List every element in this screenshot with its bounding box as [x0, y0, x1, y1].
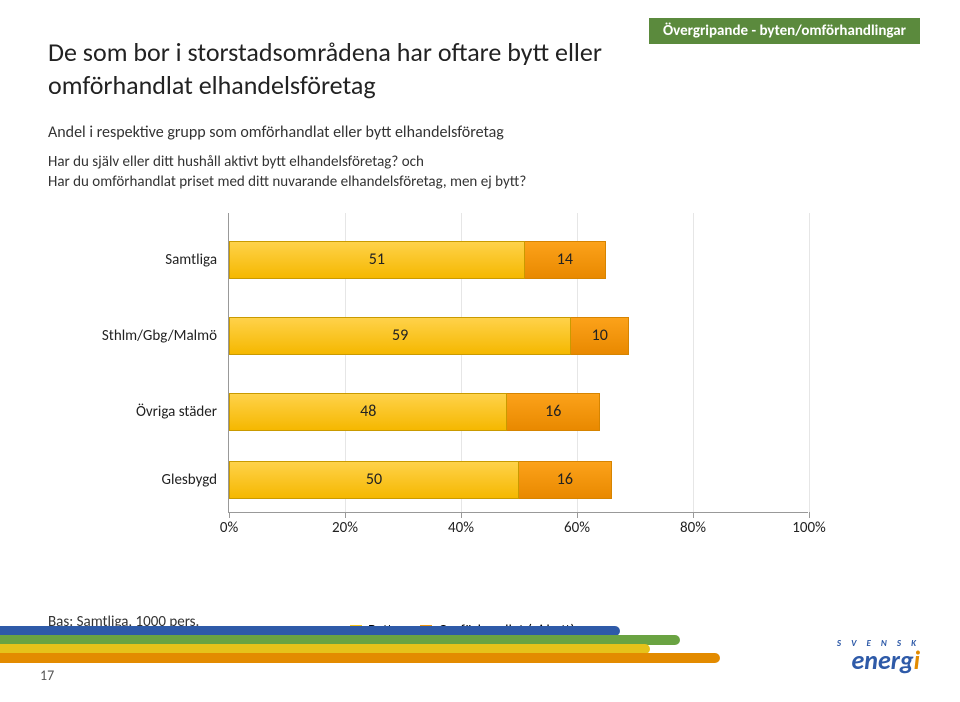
x-axis-label: 100%: [792, 519, 826, 537]
bar-segment-bytt: 50: [229, 461, 519, 499]
question-text: Har du själv eller ditt hushåll aktivt b…: [48, 152, 768, 193]
x-axis-label: 0%: [220, 519, 238, 537]
tickmark: [345, 512, 346, 518]
logo-word-part2: i: [914, 644, 920, 676]
bar-segment-bytt: 48: [229, 393, 507, 431]
plot-area: 0%20%40%60%80%100%Samtliga5114Sthlm/Gbg/…: [228, 213, 808, 513]
category-label: Glesbygd: [89, 471, 229, 489]
bar-row: Samtliga5114: [229, 241, 808, 279]
question-line-2: Har du omförhandlat priset med ditt nuva…: [48, 173, 526, 191]
question-line-1: Har du själv eller ditt hushåll aktivt b…: [48, 153, 424, 171]
category-label: Övriga städer: [89, 403, 229, 421]
page-number: 17: [40, 667, 54, 684]
bar-segment-omforhandlat: 14: [525, 241, 606, 279]
decorative-waves: [0, 626, 750, 662]
wave-stripe: [0, 653, 720, 663]
tickmark: [693, 512, 694, 518]
bar-segment-omforhandlat: 16: [519, 461, 612, 499]
gridline: [809, 213, 810, 512]
bar-segment-bytt: 51: [229, 241, 525, 279]
category-label: Sthlm/Gbg/Malmö: [89, 327, 229, 345]
x-axis-label: 60%: [564, 519, 590, 537]
category-label: Samtliga: [89, 251, 229, 269]
brand-logo: S V E N S K energi: [837, 638, 920, 672]
bar-segment-omforhandlat: 10: [571, 317, 629, 355]
bar-chart: 0% 20% 40% 60% 80% 100% Samtliga5114 Sthlm/Gbg/…: [88, 213, 868, 553]
section-tag: Övergripande - byten/omförhandlingar: [649, 18, 920, 44]
x-axis-label: 80%: [680, 519, 706, 537]
logo-word-part1: energ: [851, 644, 913, 676]
tickmark: [577, 512, 578, 518]
x-axis-label: 40%: [448, 519, 474, 537]
bar-segment-omforhandlat: 16: [507, 393, 600, 431]
bar-row: Sthlm/Gbg/Malmö5910: [229, 317, 808, 355]
bar-row: Glesbygd5016: [229, 461, 808, 499]
slide-page: Övergripande - byten/omförhandlingar De …: [0, 0, 960, 702]
x-axis-label: 20%: [332, 519, 358, 537]
tickmark: [461, 512, 462, 518]
slide-subtitle: Andel i respektive grupp som omförhandla…: [48, 123, 912, 142]
bar-segment-bytt: 59: [229, 317, 571, 355]
logo-main-text: energi: [851, 649, 920, 672]
tickmark: [809, 512, 810, 518]
slide-title: De som bor i storstadsområdena har oftar…: [48, 36, 688, 101]
bar-row: Övriga städer4816: [229, 393, 808, 431]
tickmark: [229, 512, 230, 518]
